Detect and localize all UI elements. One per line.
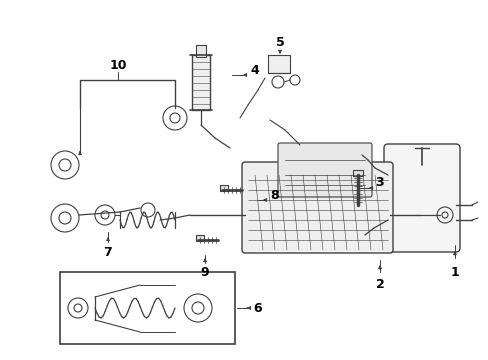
Text: 1: 1 <box>450 266 458 279</box>
Text: 7: 7 <box>103 246 112 258</box>
FancyBboxPatch shape <box>278 143 371 197</box>
FancyBboxPatch shape <box>383 144 459 252</box>
Bar <box>192 55 209 110</box>
Bar <box>267 55 289 73</box>
Bar <box>220 185 227 191</box>
Text: 3: 3 <box>375 176 384 189</box>
Text: 4: 4 <box>250 63 259 77</box>
FancyBboxPatch shape <box>242 162 392 253</box>
Text: 5: 5 <box>275 36 284 49</box>
Bar <box>196 45 205 57</box>
Text: 8: 8 <box>270 189 279 202</box>
Text: 10: 10 <box>109 59 126 72</box>
Bar <box>60 272 235 344</box>
Text: 9: 9 <box>200 266 209 279</box>
Bar <box>196 235 203 241</box>
Text: 2: 2 <box>375 279 384 292</box>
Text: 6: 6 <box>253 302 262 315</box>
Bar <box>352 170 362 176</box>
